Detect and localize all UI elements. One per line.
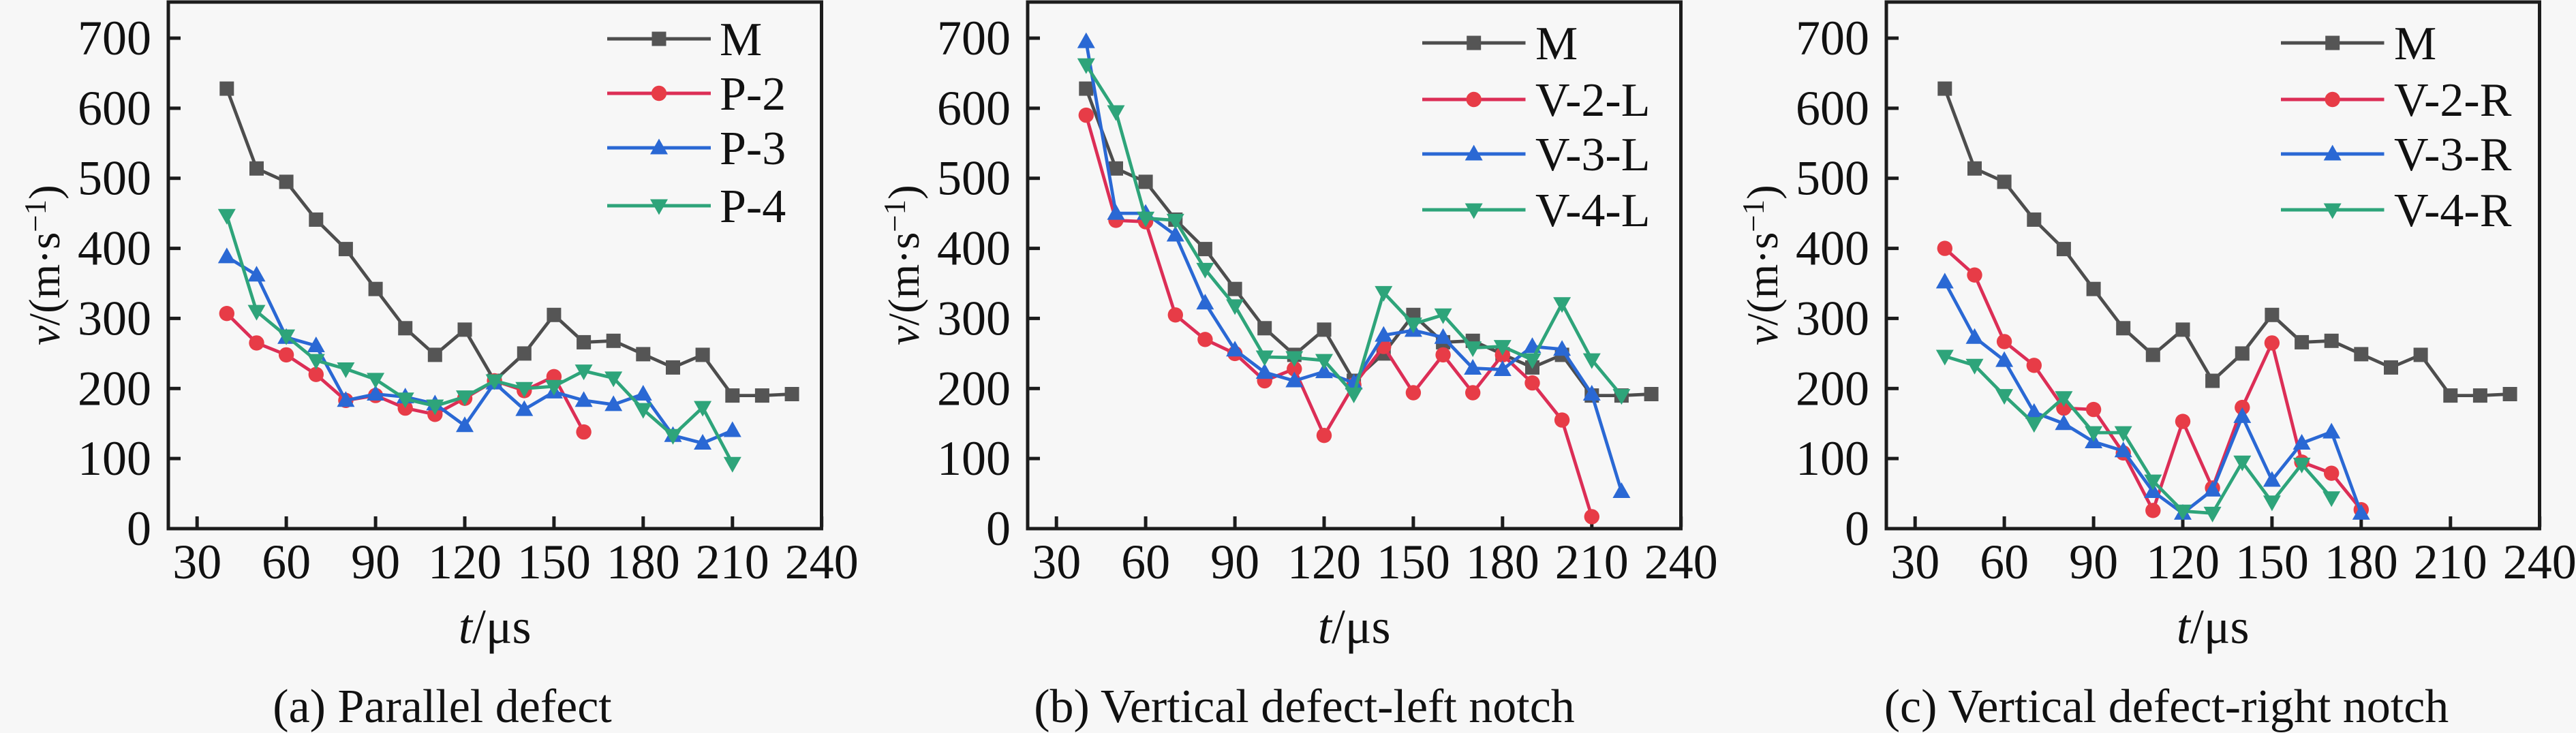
svg-text:400: 400 xyxy=(937,221,1011,276)
svg-text:(a) Parallel defect: (a) Parallel defect xyxy=(273,681,612,733)
svg-text:t/μs: t/μs xyxy=(1318,599,1391,654)
svg-text:700: 700 xyxy=(78,11,151,65)
svg-text:60: 60 xyxy=(1121,535,1170,589)
svg-text:M: M xyxy=(2394,18,2436,70)
svg-text:180: 180 xyxy=(1466,535,1539,589)
svg-text:210: 210 xyxy=(2414,535,2487,589)
svg-text:P-2: P-2 xyxy=(720,68,786,121)
svg-text:v/(m·s−1): v/(m·s−1) xyxy=(18,185,70,345)
svg-text:300: 300 xyxy=(1796,291,1869,345)
svg-text:(c) Vertical defect-right notc: (c) Vertical defect-right notch xyxy=(1884,681,2449,733)
svg-text:V-2-R: V-2-R xyxy=(2394,74,2512,127)
svg-text:600: 600 xyxy=(78,81,151,136)
svg-text:100: 100 xyxy=(937,431,1011,486)
svg-text:120: 120 xyxy=(2146,535,2220,589)
svg-text:600: 600 xyxy=(937,81,1011,136)
svg-text:180: 180 xyxy=(2325,535,2398,589)
svg-text:V-4-L: V-4-L xyxy=(1535,185,1651,237)
svg-text:240: 240 xyxy=(2503,535,2576,589)
svg-text:210: 210 xyxy=(696,535,769,589)
svg-text:0: 0 xyxy=(986,501,1011,556)
svg-text:150: 150 xyxy=(1377,535,1450,589)
svg-text:P-4: P-4 xyxy=(720,181,786,233)
svg-text:60: 60 xyxy=(1980,535,2029,589)
svg-text:300: 300 xyxy=(78,291,151,345)
svg-text:V-2-L: V-2-L xyxy=(1535,74,1651,127)
svg-text:400: 400 xyxy=(78,221,151,276)
svg-text:150: 150 xyxy=(2235,535,2309,589)
svg-text:100: 100 xyxy=(1796,431,1869,486)
svg-text:240: 240 xyxy=(1644,535,1718,589)
svg-text:30: 30 xyxy=(1890,535,1939,589)
svg-text:500: 500 xyxy=(1796,151,1869,206)
svg-text:200: 200 xyxy=(937,361,1011,416)
svg-text:0: 0 xyxy=(1845,501,1869,556)
svg-text:M: M xyxy=(720,14,762,66)
svg-text:700: 700 xyxy=(1796,11,1869,65)
svg-text:500: 500 xyxy=(937,151,1011,206)
svg-text:180: 180 xyxy=(607,535,680,589)
svg-text:210: 210 xyxy=(1555,535,1629,589)
svg-text:M: M xyxy=(1535,18,1578,70)
svg-text:v/(m·s−1): v/(m·s−1) xyxy=(1736,185,1788,345)
svg-text:t/μs: t/μs xyxy=(459,599,532,654)
svg-text:500: 500 xyxy=(78,151,151,206)
svg-text:100: 100 xyxy=(78,431,151,486)
svg-text:200: 200 xyxy=(1796,361,1869,416)
svg-text:V-4-R: V-4-R xyxy=(2394,185,2512,237)
svg-text:400: 400 xyxy=(1796,221,1869,276)
svg-text:120: 120 xyxy=(1287,535,1361,589)
svg-text:700: 700 xyxy=(937,11,1011,65)
svg-text:90: 90 xyxy=(1210,535,1259,589)
svg-text:30: 30 xyxy=(172,535,221,589)
svg-text:0: 0 xyxy=(127,501,151,556)
svg-text:P-3: P-3 xyxy=(720,123,786,175)
svg-text:V-3-L: V-3-L xyxy=(1535,129,1651,181)
svg-text:(b) Vertical defect-left notch: (b) Vertical defect-left notch xyxy=(1034,681,1575,733)
svg-text:200: 200 xyxy=(78,361,151,416)
svg-text:240: 240 xyxy=(785,535,859,589)
svg-text:90: 90 xyxy=(2069,535,2118,589)
svg-text:V-3-R: V-3-R xyxy=(2394,129,2512,181)
svg-text:600: 600 xyxy=(1796,81,1869,136)
svg-text:30: 30 xyxy=(1032,535,1081,589)
svg-text:300: 300 xyxy=(937,291,1011,345)
svg-text:120: 120 xyxy=(428,535,502,589)
svg-text:150: 150 xyxy=(517,535,591,589)
svg-text:90: 90 xyxy=(351,535,400,589)
svg-text:t/μs: t/μs xyxy=(2177,599,2250,654)
svg-text:60: 60 xyxy=(262,535,311,589)
